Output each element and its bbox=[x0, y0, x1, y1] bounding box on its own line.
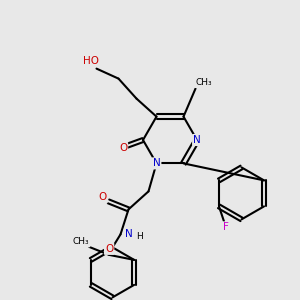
Text: H: H bbox=[136, 232, 143, 241]
Text: N: N bbox=[153, 158, 160, 168]
Text: N: N bbox=[193, 135, 201, 145]
Text: CH₃: CH₃ bbox=[73, 237, 89, 246]
Text: CH₃: CH₃ bbox=[195, 78, 212, 87]
Text: HO: HO bbox=[82, 56, 98, 66]
Text: N: N bbox=[124, 230, 132, 239]
Text: O: O bbox=[98, 192, 106, 203]
Text: O: O bbox=[119, 143, 127, 153]
Text: O: O bbox=[105, 244, 113, 254]
Text: F: F bbox=[223, 222, 229, 233]
